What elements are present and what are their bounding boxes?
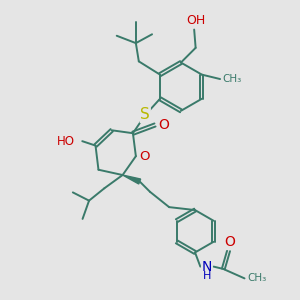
Text: O: O	[225, 236, 236, 250]
Polygon shape	[123, 175, 141, 184]
Text: O: O	[158, 118, 169, 132]
Text: OH: OH	[186, 14, 205, 27]
Text: N: N	[202, 260, 212, 274]
Text: CH₃: CH₃	[222, 74, 242, 84]
Text: H: H	[202, 271, 211, 281]
Text: O: O	[139, 150, 149, 163]
Text: HO: HO	[57, 135, 75, 148]
Text: S: S	[140, 107, 150, 122]
Text: CH₃: CH₃	[248, 273, 267, 284]
